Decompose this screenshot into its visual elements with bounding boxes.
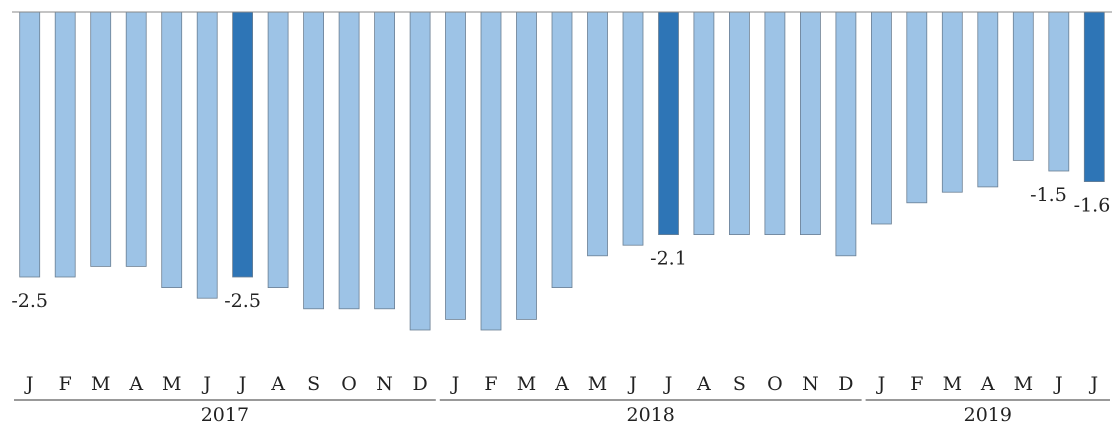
bar: [800, 11, 821, 236]
data-label: -2.5: [224, 290, 261, 312]
bar: [232, 11, 254, 278]
bar: [871, 11, 892, 225]
x-tick-label: F: [484, 373, 497, 395]
bar: [374, 11, 396, 310]
bar: [977, 11, 999, 188]
x-tick-label: A: [128, 373, 143, 395]
bar: [941, 11, 963, 193]
bar: [409, 11, 431, 331]
x-tick-label: J: [663, 373, 673, 395]
data-label: -2.1: [650, 248, 687, 270]
bar: [729, 11, 750, 236]
bar: [622, 11, 644, 246]
x-tick-label: F: [910, 373, 923, 395]
x-tick-label: O: [767, 373, 783, 395]
x-tick-label: A: [696, 373, 711, 395]
x-tick-label: M: [1014, 373, 1033, 395]
bar: [125, 11, 147, 267]
x-tick-label: M: [162, 373, 181, 395]
data-label: -1.6: [1074, 195, 1111, 217]
x-tick-label: S: [733, 373, 746, 395]
data-label: -1.5: [1030, 184, 1067, 206]
bars-layer: [19, 11, 1105, 331]
x-tick-label: F: [59, 373, 72, 395]
data-labels-layer: -2.5 -2.5 -2.1 -1.5 -1.6: [11, 184, 1110, 312]
bar: [90, 11, 112, 267]
x-tick-label: M: [91, 373, 110, 395]
x-tick-label: M: [588, 373, 607, 395]
bar: [303, 11, 325, 310]
year-label: 2019: [964, 404, 1012, 425]
x-tick-label: J: [24, 373, 34, 395]
x-tick-label: J: [1053, 373, 1063, 395]
x-tick-label: D: [412, 373, 427, 395]
bar: [1012, 11, 1034, 161]
data-label: -2.5: [11, 290, 48, 312]
x-tick-label: D: [838, 373, 853, 395]
x-tick-label: M: [517, 373, 536, 395]
x-tick-label: S: [307, 373, 320, 395]
bar: [19, 11, 41, 278]
bar: [1048, 11, 1070, 172]
x-tick-label: J: [450, 373, 460, 395]
x-tick-label: J: [201, 373, 211, 395]
x-tick-label: J: [876, 373, 886, 395]
year-label: 2018: [627, 404, 675, 425]
x-tick-label: M: [943, 373, 962, 395]
bar: [516, 11, 537, 320]
bar: [1083, 11, 1105, 183]
bar: [480, 11, 502, 331]
bar: [658, 11, 679, 236]
year-label: 2017: [201, 404, 249, 425]
bar: [906, 11, 928, 204]
x-tick-label: A: [270, 373, 285, 395]
x-tick-label: N: [376, 373, 393, 395]
bar: [445, 11, 466, 320]
x-tick-label: O: [341, 373, 357, 395]
bar: [161, 11, 183, 289]
bar: [764, 11, 786, 236]
bar: [196, 11, 218, 299]
bar: [693, 11, 715, 236]
bar: [267, 11, 289, 289]
bar: [587, 11, 608, 257]
bar: [54, 11, 76, 278]
bar: [338, 11, 360, 310]
bar: [835, 11, 857, 257]
x-tick-label: A: [980, 373, 995, 395]
x-year-groups: 2017 2018 2019: [14, 399, 1110, 425]
x-tick-label: J: [627, 373, 637, 395]
x-tick-label: J: [1088, 373, 1098, 395]
x-tick-label: A: [554, 373, 569, 395]
x-tick-label: N: [802, 373, 819, 395]
bar: [551, 11, 573, 289]
x-tick-label: J: [237, 373, 247, 395]
